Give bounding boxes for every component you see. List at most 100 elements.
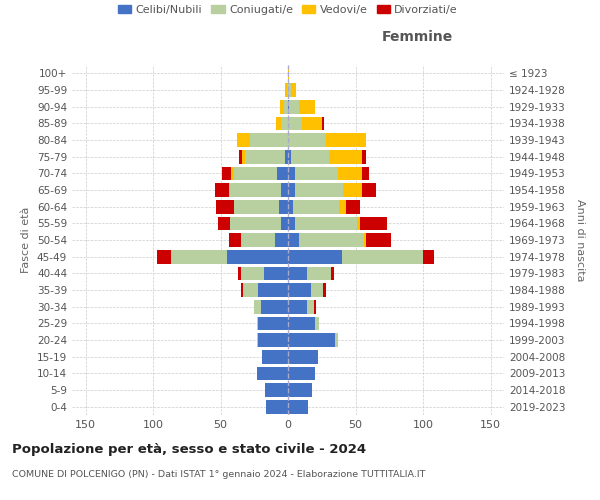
Bar	[281, 183, 288, 197]
Bar	[364, 233, 366, 247]
Bar	[329, 150, 362, 164]
Bar	[322, 116, 325, 130]
Bar	[227, 250, 288, 264]
Legend: Celibi/Nubili, Coniugati/e, Vedovi/e, Divorziati/e: Celibi/Nubili, Coniugati/e, Vedovi/e, Di…	[113, 0, 463, 20]
Bar	[288, 183, 295, 197]
Bar	[315, 316, 319, 330]
Bar	[288, 350, 318, 364]
Bar	[343, 183, 362, 197]
Bar	[262, 350, 288, 364]
Bar	[157, 250, 170, 264]
Bar	[288, 266, 307, 280]
Bar	[323, 283, 326, 297]
Bar	[288, 216, 295, 230]
Bar	[275, 233, 288, 247]
Bar	[257, 316, 259, 330]
Bar	[293, 200, 340, 213]
Bar	[307, 300, 314, 314]
Bar	[276, 116, 281, 130]
Bar	[234, 200, 278, 213]
Bar	[288, 366, 315, 380]
Text: Popolazione per età, sesso e stato civile - 2024: Popolazione per età, sesso e stato civil…	[12, 442, 366, 456]
Bar	[254, 300, 261, 314]
Bar	[295, 216, 357, 230]
Bar	[170, 250, 227, 264]
Bar	[238, 266, 241, 280]
Bar	[290, 83, 296, 97]
Bar	[287, 83, 288, 97]
Bar	[284, 100, 288, 114]
Bar	[290, 150, 329, 164]
Bar	[266, 400, 288, 413]
Bar	[340, 200, 346, 213]
Bar	[242, 150, 245, 164]
Bar	[299, 233, 364, 247]
Bar	[338, 166, 362, 180]
Bar	[234, 166, 277, 180]
Bar	[245, 150, 286, 164]
Y-axis label: Fasce di età: Fasce di età	[22, 207, 31, 273]
Bar	[278, 200, 288, 213]
Bar	[232, 166, 234, 180]
Bar	[307, 266, 331, 280]
Y-axis label: Anni di nascita: Anni di nascita	[575, 198, 585, 281]
Bar	[244, 283, 259, 297]
Bar	[362, 150, 366, 164]
Bar	[326, 133, 366, 147]
Bar	[362, 183, 376, 197]
Bar	[281, 116, 288, 130]
Bar	[277, 166, 288, 180]
Bar	[261, 300, 288, 314]
Bar	[236, 133, 250, 147]
Bar	[250, 133, 288, 147]
Bar	[359, 216, 386, 230]
Bar	[311, 283, 323, 297]
Bar	[288, 383, 313, 397]
Bar	[257, 366, 288, 380]
Bar	[259, 333, 288, 347]
Bar	[299, 100, 315, 114]
Bar	[288, 300, 307, 314]
Bar	[295, 183, 343, 197]
Bar	[288, 83, 290, 97]
Bar	[362, 166, 369, 180]
Bar	[257, 333, 259, 347]
Bar	[302, 116, 322, 130]
Bar	[342, 250, 423, 264]
Bar	[222, 166, 232, 180]
Bar	[280, 100, 284, 114]
Bar	[215, 183, 229, 197]
Bar	[286, 83, 287, 97]
Bar	[286, 150, 288, 164]
Bar	[423, 250, 434, 264]
Text: COMUNE DI POLCENIGO (PN) - Dati ISTAT 1° gennaio 2024 - Elaborazione TUTTITALIA.: COMUNE DI POLCENIGO (PN) - Dati ISTAT 1°…	[12, 470, 425, 479]
Bar	[288, 116, 302, 130]
Bar	[357, 216, 359, 230]
Bar	[241, 283, 244, 297]
Bar	[259, 316, 288, 330]
Bar	[229, 183, 230, 197]
Bar	[331, 266, 334, 280]
Bar	[288, 333, 335, 347]
Bar	[288, 250, 342, 264]
Bar	[259, 283, 288, 297]
Bar	[241, 233, 275, 247]
Bar	[218, 216, 230, 230]
Bar	[265, 383, 288, 397]
Bar	[335, 333, 338, 347]
Bar	[217, 200, 234, 213]
Bar	[288, 233, 299, 247]
Bar	[264, 266, 288, 280]
Bar	[289, 100, 299, 114]
Bar	[241, 266, 264, 280]
Bar	[288, 150, 290, 164]
Bar	[288, 166, 295, 180]
Bar	[230, 183, 281, 197]
Bar	[239, 150, 242, 164]
Bar	[366, 233, 391, 247]
Bar	[314, 300, 316, 314]
Bar	[288, 66, 289, 80]
Bar	[230, 216, 281, 230]
Bar	[288, 100, 289, 114]
Bar	[295, 166, 338, 180]
